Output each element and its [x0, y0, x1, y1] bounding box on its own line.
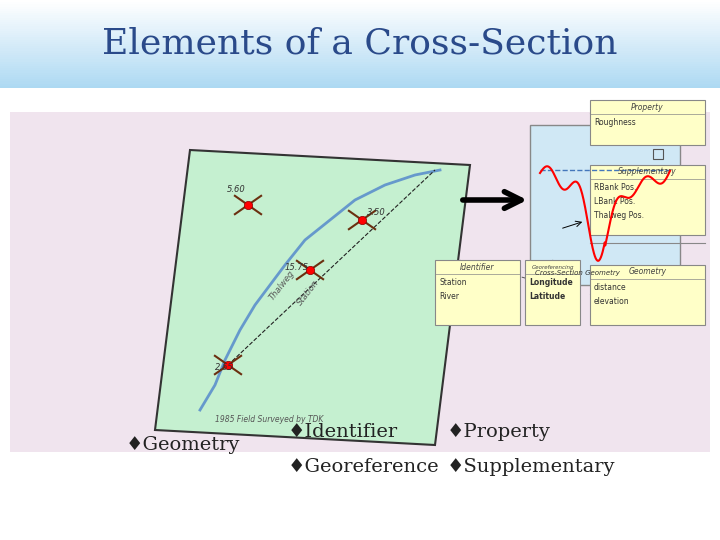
Bar [0, 72, 720, 75]
Bar [0, 77, 720, 79]
Text: River: River [439, 292, 459, 301]
Text: Geometry: Geometry [629, 267, 667, 276]
Bar [0, 84, 720, 86]
Text: ♦Identifier: ♦Identifier [288, 423, 398, 441]
Bar [0, 68, 720, 70]
Bar [0, 57, 720, 59]
Text: 5.60: 5.60 [227, 185, 246, 194]
Text: ♦Georeference: ♦Georeference [288, 458, 440, 476]
Bar [0, 64, 720, 66]
Text: Identifier: Identifier [460, 262, 495, 272]
Bar [0, 26, 720, 29]
Text: distance: distance [594, 283, 626, 292]
Text: Supplementary: Supplementary [618, 167, 677, 177]
Bar [0, 39, 720, 42]
Text: ♦Supplementary: ♦Supplementary [446, 458, 615, 476]
Bar [0, 0, 720, 2]
Bar [0, 22, 720, 24]
Bar [652, 149, 662, 159]
Bar [590, 265, 705, 325]
Bar [0, 79, 720, 82]
Bar [0, 49, 720, 51]
Bar [530, 125, 680, 285]
Text: 15.75: 15.75 [285, 263, 309, 272]
Bar [0, 2, 720, 4]
Bar [0, 31, 720, 33]
Bar [0, 35, 720, 37]
Bar [0, 11, 720, 13]
Text: Thalweg: Thalweg [268, 269, 297, 302]
Bar [0, 16, 720, 18]
Text: elevation: elevation [594, 297, 629, 306]
Bar [0, 42, 720, 44]
Text: 1985 Field Surveyed by TDK: 1985 Field Surveyed by TDK [215, 415, 323, 424]
Bar [0, 75, 720, 77]
Bar [0, 33, 720, 35]
Bar [590, 100, 705, 145]
Bar [0, 44, 720, 46]
Bar [0, 82, 720, 84]
Bar [0, 24, 720, 26]
Text: Property: Property [631, 103, 664, 111]
Bar [0, 59, 720, 62]
Text: ♦Geometry: ♦Geometry [126, 436, 240, 455]
Bar [0, 53, 720, 55]
Text: Latitude: Latitude [529, 292, 565, 301]
Bar [0, 37, 720, 39]
Bar [525, 260, 580, 325]
Bar [0, 51, 720, 53]
Text: Georeferencing: Georeferencing [531, 265, 574, 269]
Bar [0, 86, 720, 88]
Polygon shape [155, 150, 470, 445]
Text: LBank Pos.: LBank Pos. [594, 197, 635, 206]
Bar [0, 62, 720, 64]
Bar [0, 70, 720, 72]
Bar [0, 55, 720, 57]
Text: Station: Station [295, 278, 320, 307]
Text: RBank Pos.: RBank Pos. [594, 183, 636, 192]
Bar [0, 20, 720, 22]
Bar [435, 260, 520, 325]
Bar [590, 165, 705, 235]
Bar [0, 66, 720, 68]
Text: Longitude: Longitude [529, 278, 572, 287]
Text: Cross-Section Geometry: Cross-Section Geometry [535, 270, 620, 276]
Bar [0, 9, 720, 11]
Text: Elements of a Cross-Section: Elements of a Cross-Section [102, 27, 618, 61]
Bar [0, 29, 720, 31]
Text: 2.65: 2.65 [215, 363, 234, 372]
Bar [0, 13, 720, 16]
Bar [0, 6, 720, 9]
Text: Station: Station [439, 278, 467, 287]
Text: Roughness: Roughness [594, 118, 636, 127]
Bar [0, 4, 720, 6]
Bar [10, 112, 710, 452]
Text: 3.50: 3.50 [367, 208, 386, 217]
Bar [0, 18, 720, 20]
Text: Thalweg Pos.: Thalweg Pos. [594, 211, 644, 220]
Text: ♦Property: ♦Property [446, 423, 550, 441]
Bar [0, 46, 720, 49]
